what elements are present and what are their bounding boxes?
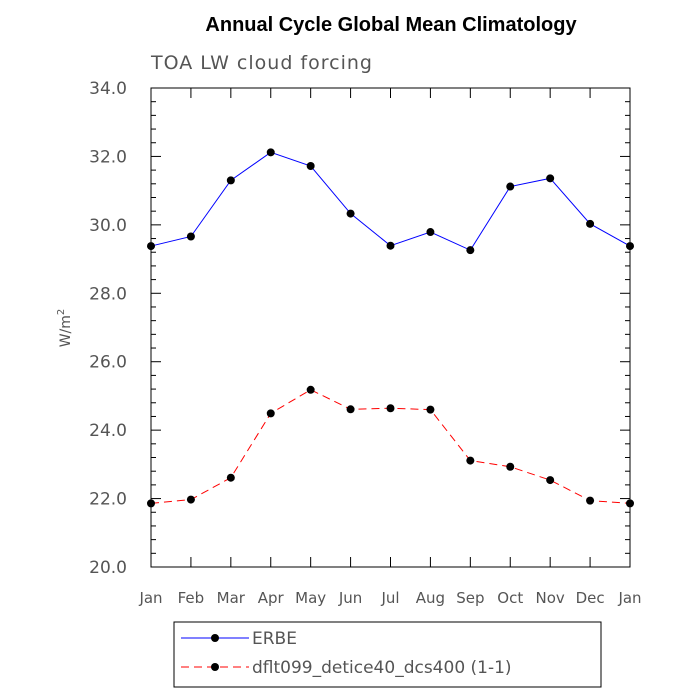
- plot-frame: [150, 87, 631, 568]
- x-tick-label: Feb: [178, 589, 205, 607]
- legend: ERBE dflt099_detice40_dcs400 (1-1): [173, 621, 602, 688]
- series-2-point: [306, 385, 315, 394]
- series-1-point: [426, 228, 435, 237]
- y-tick-label: 32.0: [89, 147, 127, 167]
- axis-ticks: 20.0 22.0 24.0 26.0 28.0 30.0 32.0 34.0 Jan Feb Ma…: [89, 79, 641, 607]
- series-1-point: [306, 162, 315, 171]
- y-tick-label: 22.0: [89, 490, 127, 510]
- series-2-point: [266, 409, 275, 418]
- x-tick-label: Jul: [380, 589, 399, 607]
- legend-label-1: ERBE: [252, 629, 297, 649]
- x-tick-label: Sep: [456, 589, 484, 607]
- legend-box: [173, 621, 602, 688]
- series-2-point: [426, 405, 435, 414]
- x-tick-label: Jan: [617, 589, 641, 607]
- series-1-point: [346, 209, 355, 218]
- x-tick-label: Mar: [217, 589, 246, 607]
- x-tick-label: Jan: [138, 589, 162, 607]
- x-tick-label: Aug: [416, 589, 445, 607]
- series-2-point: [386, 404, 395, 413]
- series-2-point: [506, 462, 515, 471]
- series-1-point: [226, 176, 235, 185]
- series-1-point: [266, 148, 275, 157]
- x-tick-label: Nov: [536, 589, 565, 607]
- series-2-point: [226, 473, 235, 482]
- series-1-point: [186, 232, 195, 241]
- y-tick-label: 24.0: [89, 421, 127, 441]
- series-2-point: [186, 495, 195, 504]
- series-2-point: [586, 496, 595, 505]
- legend-marker-1: [211, 634, 219, 642]
- x-tick-label: Dec: [576, 589, 605, 607]
- chart-subtitle: TOA LW cloud forcing: [150, 52, 373, 74]
- y-tick-label: 30.0: [89, 216, 127, 236]
- x-tick-label: Oct: [497, 589, 523, 607]
- y-tick-label: 34.0: [89, 79, 127, 99]
- series-line-1: [150, 151, 631, 251]
- y-tick-label: 26.0: [89, 353, 127, 373]
- series-1-point: [546, 174, 555, 183]
- y-tick-label: 28.0: [89, 284, 127, 304]
- x-tick-label: May: [295, 589, 326, 607]
- x-tick-label: Jun: [338, 589, 362, 607]
- series-1-point: [506, 182, 515, 191]
- y-tick-label: 20.0: [89, 558, 127, 578]
- legend-label-2: dflt099_detice40_dcs400 (1-1): [252, 658, 512, 678]
- x-tick-label: Apr: [258, 589, 285, 607]
- y-axis-label-superscript: 2: [56, 309, 67, 315]
- series-1-point: [466, 246, 475, 255]
- y-axis-label-base: W/m: [58, 315, 74, 347]
- series-1-point: [586, 219, 595, 228]
- series-2-point: [546, 476, 555, 485]
- series-1-point: [386, 241, 395, 250]
- series-2-point: [346, 405, 355, 414]
- chart-title: Annual Cycle Global Mean Climatology: [205, 14, 577, 36]
- legend-marker-2: [211, 663, 219, 671]
- y-axis-label: W/m2: [56, 309, 74, 348]
- series-group: [147, 148, 634, 508]
- series-2-point: [466, 456, 475, 465]
